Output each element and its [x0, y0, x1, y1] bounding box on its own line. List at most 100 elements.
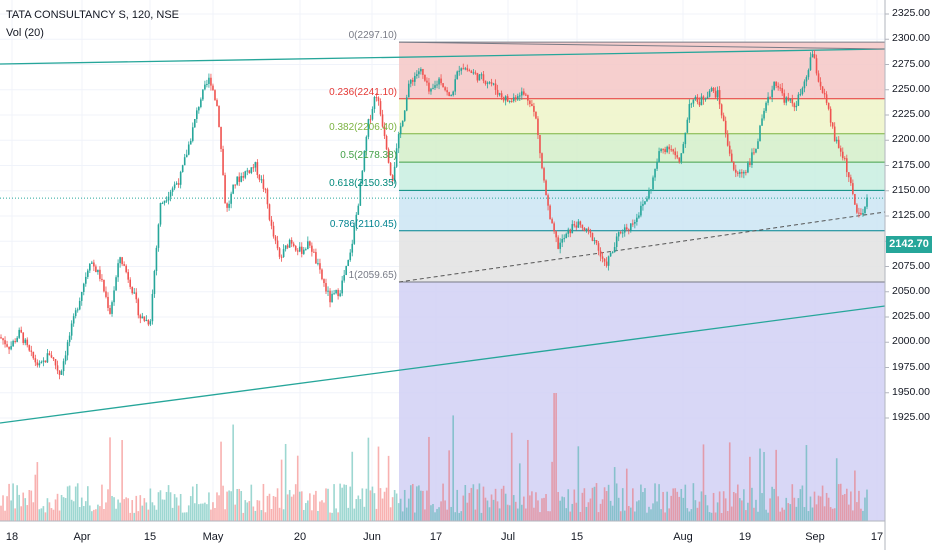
candle-body	[16, 337, 18, 342]
volume-bar	[761, 493, 763, 521]
candle-body	[809, 57, 812, 71]
candle-body	[163, 200, 166, 204]
volume-bar	[597, 512, 600, 521]
candle-body	[204, 84, 206, 90]
volume-bar	[40, 508, 43, 521]
volume-bar	[214, 507, 216, 521]
candle-body	[759, 125, 761, 142]
candle-body	[187, 144, 190, 155]
volume-bar	[4, 510, 6, 521]
volume-bar	[676, 491, 679, 521]
candle-body	[333, 293, 335, 295]
candle-body	[74, 310, 77, 317]
candle-body	[387, 149, 390, 163]
volume-bar	[145, 502, 148, 521]
volume-bar	[113, 497, 115, 521]
candle-body	[751, 152, 753, 165]
x-tick-label: Apr	[73, 531, 91, 543]
volume-bar	[611, 505, 614, 521]
volume-bar	[486, 500, 489, 521]
candle-body	[137, 299, 140, 316]
candle-body	[478, 74, 481, 81]
volume-bar	[127, 498, 129, 521]
volume-bar	[84, 501, 87, 521]
volume-bar	[38, 509, 41, 521]
candle-body	[795, 105, 798, 108]
volume-bar	[200, 503, 202, 521]
volume-bar	[593, 486, 596, 521]
volume-bar	[105, 502, 107, 521]
volume-bar	[137, 511, 140, 521]
volume-bar	[636, 501, 638, 521]
volume-bar	[405, 507, 408, 521]
candle-body	[508, 100, 511, 102]
candle-body	[856, 204, 858, 213]
volume-bar	[454, 512, 457, 521]
volume-bar	[839, 483, 842, 521]
fib-zone	[399, 162, 885, 191]
volume-bar	[819, 496, 822, 521]
volume-bar	[476, 489, 479, 521]
volume-bar	[208, 492, 210, 521]
volume-bar	[270, 508, 273, 521]
volume-bar	[99, 506, 101, 521]
candle-body	[521, 91, 523, 96]
volume-bar	[759, 448, 761, 521]
volume-bar	[337, 512, 339, 521]
candle-body	[393, 166, 396, 181]
candle-body	[803, 81, 806, 89]
volume-bar	[248, 501, 251, 521]
candle-body	[609, 253, 612, 257]
volume-bar	[464, 485, 467, 521]
candle-body	[765, 102, 767, 111]
candle-body	[492, 83, 495, 85]
volume-bar	[809, 496, 812, 521]
volume-bar	[537, 500, 539, 521]
volume-bar	[335, 508, 337, 521]
volume-bar	[351, 451, 354, 521]
volume-bar	[569, 511, 572, 521]
volume-bar	[781, 507, 784, 521]
candle-body	[181, 165, 184, 172]
volume-bar	[575, 502, 578, 521]
volume-bar	[829, 507, 832, 521]
candle-body	[325, 283, 327, 292]
candle-body	[690, 103, 693, 105]
volume-bar	[361, 488, 364, 521]
volume-bar	[656, 501, 658, 521]
volume-bar	[282, 509, 285, 521]
candle-body	[347, 260, 350, 266]
candle-body	[430, 88, 432, 92]
volume-bar	[745, 510, 747, 521]
candle-body	[339, 293, 341, 297]
candle-body	[547, 195, 549, 206]
volume-bar	[76, 483, 79, 521]
candle-body	[357, 205, 360, 215]
candle-body	[32, 351, 35, 359]
candle-body	[448, 92, 450, 96]
volume-bar	[157, 492, 160, 521]
candle-body	[214, 90, 216, 101]
volume-bar	[288, 489, 291, 521]
volume-bar	[401, 511, 404, 521]
candle-body	[226, 203, 228, 208]
candle-body	[189, 140, 192, 145]
volume-bar	[805, 445, 808, 521]
volume-bar	[551, 461, 553, 521]
candle-body	[739, 172, 741, 174]
candle-body	[565, 233, 568, 239]
candle-body	[462, 68, 465, 70]
volume-bar	[60, 494, 63, 521]
candle-body	[504, 96, 507, 101]
candle-body	[212, 85, 214, 91]
volume-bar	[403, 489, 406, 521]
candle-body	[559, 242, 561, 249]
volume-bar	[305, 503, 307, 521]
candle-body	[440, 78, 442, 84]
candle-body	[682, 144, 685, 154]
volume-bar	[185, 512, 188, 521]
volume-bar	[169, 492, 172, 521]
volume-bar	[757, 511, 759, 521]
candle-body	[692, 99, 695, 104]
